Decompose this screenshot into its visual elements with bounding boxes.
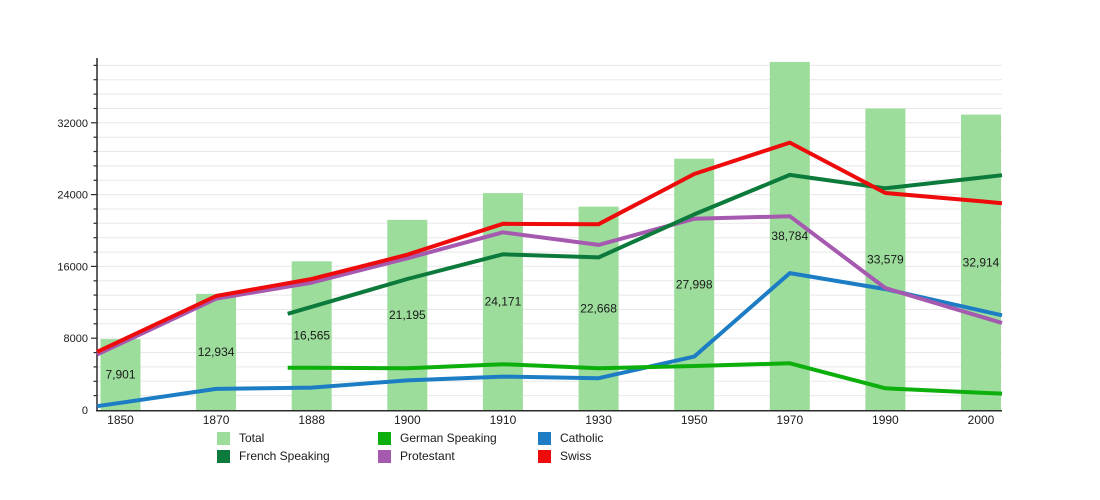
x-tick-label: 1950 bbox=[681, 413, 708, 427]
legend-swatch-total bbox=[217, 431, 230, 445]
legend-label: French Speaking bbox=[239, 449, 330, 463]
bar-value-label: 24,171 bbox=[485, 295, 522, 309]
legend-item-total: Total bbox=[217, 431, 264, 445]
legend-item-swiss: Swiss bbox=[538, 449, 591, 463]
x-tick-label: 1990 bbox=[872, 413, 899, 427]
legend-swatch-protestant bbox=[378, 449, 391, 463]
bar-value-label: 16,565 bbox=[293, 329, 330, 343]
bar-value-label: 21,195 bbox=[389, 308, 426, 322]
line-protestant bbox=[96, 214, 1003, 357]
legend-item-french-speaking: French Speaking bbox=[217, 449, 330, 463]
legend-label: Protestant bbox=[400, 449, 455, 463]
bar-value-label: 38,784 bbox=[771, 229, 808, 243]
legend-swatch-french-speaking bbox=[217, 449, 230, 463]
bar-1970 bbox=[769, 61, 810, 411]
bar-value-label: 22,668 bbox=[580, 301, 617, 315]
bar-value-label: 33,579 bbox=[867, 252, 904, 266]
x-tick-label: 1888 bbox=[298, 413, 325, 427]
legend-swatch-swiss bbox=[538, 449, 551, 463]
y-tick-label: 32000 bbox=[57, 118, 88, 130]
bar-value-label: 27,998 bbox=[676, 277, 713, 291]
x-tick-label: 1870 bbox=[203, 413, 230, 427]
x-tick-label: 2000 bbox=[968, 413, 995, 427]
legend-label: German Speaking bbox=[400, 431, 497, 445]
y-tick-label: 24000 bbox=[57, 190, 88, 202]
legend-label: Total bbox=[239, 431, 265, 445]
x-tick-label: 1910 bbox=[490, 413, 517, 427]
x-tick-label: 1970 bbox=[776, 413, 803, 427]
y-tick-label: 16000 bbox=[57, 261, 88, 273]
x-tick-label: 1850 bbox=[107, 413, 134, 427]
bar-value-label: 32,914 bbox=[963, 255, 1000, 269]
legend-item-protestant: Protestant bbox=[378, 449, 455, 463]
bar-value-label: 12,934 bbox=[198, 345, 235, 359]
y-tick-label: 8000 bbox=[64, 333, 88, 345]
line-french-speaking bbox=[287, 172, 1003, 316]
legend-label: Catholic bbox=[560, 431, 604, 445]
y-tick-label: 0 bbox=[82, 405, 88, 417]
x-tick-label: 1900 bbox=[394, 413, 421, 427]
legend-swatch-german-speaking bbox=[378, 431, 391, 445]
bar-2000 bbox=[961, 114, 1001, 410]
bar-value-label: 7,901 bbox=[105, 368, 135, 382]
bar-1990 bbox=[865, 108, 906, 410]
legend-item-catholic: Catholic bbox=[538, 431, 603, 445]
legend-swatch-catholic bbox=[538, 431, 551, 445]
legend-item-german-speaking: German Speaking bbox=[378, 431, 497, 445]
x-tick-label: 1930 bbox=[585, 413, 612, 427]
line-german-speaking bbox=[287, 361, 1003, 396]
line-swiss bbox=[96, 140, 1003, 354]
legend-label: Swiss bbox=[560, 449, 592, 463]
